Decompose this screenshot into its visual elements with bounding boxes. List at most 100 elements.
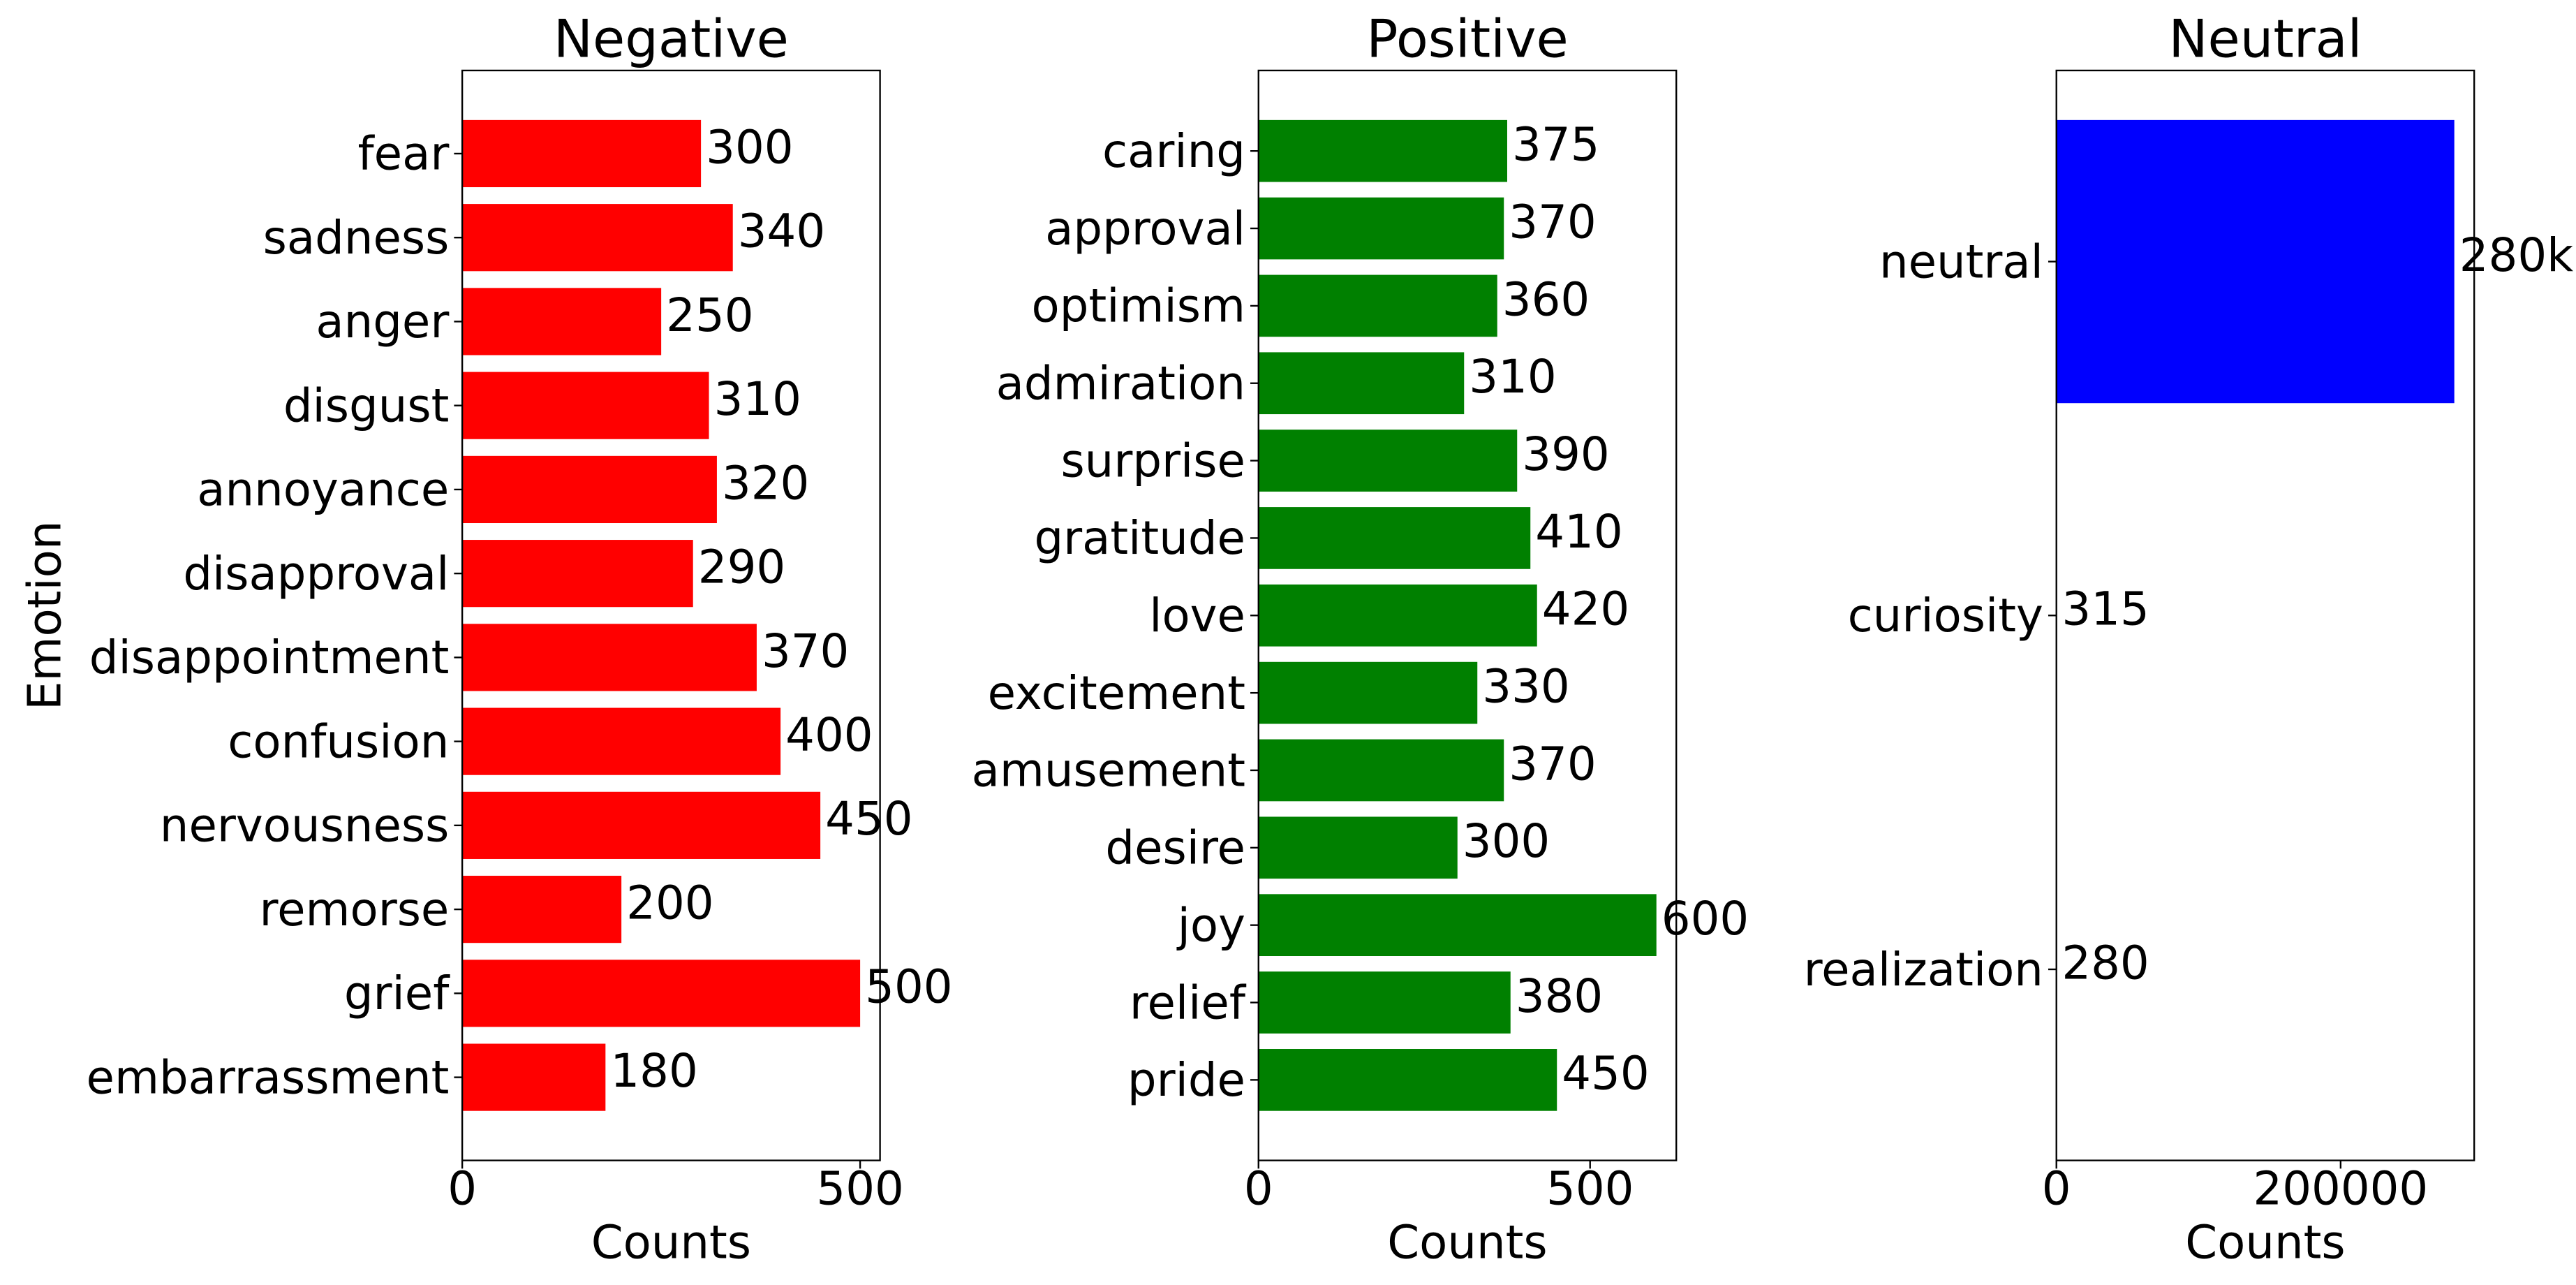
x-tick-label: 200000 xyxy=(2253,1162,2428,1215)
value-label: 450 xyxy=(1562,1048,1649,1101)
y-tick-label: admiration xyxy=(996,357,1245,410)
bar xyxy=(1258,429,1518,492)
value-label: 390 xyxy=(1522,428,1609,481)
value-label: 310 xyxy=(714,373,801,426)
y-tick-label: love xyxy=(1149,589,1245,642)
x-axis-label: Counts xyxy=(2185,1217,2345,1270)
bar xyxy=(462,791,821,859)
axes-frame xyxy=(2055,69,2475,1161)
bar xyxy=(462,455,717,524)
bar xyxy=(1258,119,1507,182)
value-label: 200 xyxy=(626,876,713,930)
bar xyxy=(1258,1049,1557,1111)
x-tick-label: 0 xyxy=(447,1162,477,1215)
y-tick-label: relief xyxy=(1130,976,1247,1029)
y-tick-label: sadness xyxy=(263,212,450,265)
x-tick-label: 0 xyxy=(2042,1162,2071,1215)
y-tick-label: embarrassment xyxy=(87,1051,450,1104)
y-tick-label: amusement xyxy=(972,744,1245,798)
bar xyxy=(2056,119,2455,404)
y-tick-label: confusion xyxy=(228,715,449,768)
y-tick-label: grief xyxy=(344,967,450,1020)
value-label: 280k xyxy=(2459,229,2573,282)
bar xyxy=(462,372,709,439)
bar xyxy=(462,288,662,355)
y-tick-label: disapproval xyxy=(183,548,449,601)
value-label: 370 xyxy=(1509,737,1596,791)
y-tick-label: surprise xyxy=(1060,434,1245,487)
bar xyxy=(1258,274,1497,337)
value-label: 300 xyxy=(1463,815,1550,868)
bar xyxy=(1258,352,1465,415)
bar xyxy=(1258,197,1504,260)
y-tick-label: gratitude xyxy=(1034,512,1245,565)
y-tick-label: remorse xyxy=(260,883,450,937)
y-tick-label: caring xyxy=(1102,125,1245,178)
value-label: 180 xyxy=(610,1045,697,1098)
x-axis-label: Counts xyxy=(1387,1217,1547,1270)
y-tick-label: anger xyxy=(316,295,450,348)
x-tick-label: 500 xyxy=(816,1162,903,1215)
bar xyxy=(462,960,861,1027)
y-tick-label: pride xyxy=(1127,1054,1245,1107)
y-tick-label: disappointment xyxy=(89,631,450,684)
value-label: 330 xyxy=(1482,660,1569,713)
value-label: 290 xyxy=(698,541,785,594)
bar xyxy=(1258,584,1537,647)
bar xyxy=(1258,739,1504,802)
y-tick-label: joy xyxy=(1176,899,1245,952)
x-tick-label: 500 xyxy=(1546,1162,1634,1215)
bar xyxy=(1258,507,1531,569)
value-label: 315 xyxy=(2061,583,2149,636)
value-label: 380 xyxy=(1516,970,1603,1023)
value-label: 320 xyxy=(722,457,809,510)
bar xyxy=(1258,661,1478,724)
y-axis-label: Emotion xyxy=(18,520,71,710)
axes-frame xyxy=(1257,69,1678,1161)
bar xyxy=(462,624,757,691)
value-label: 280 xyxy=(2061,937,2149,990)
bar xyxy=(1258,816,1458,879)
bar xyxy=(462,540,693,608)
bar xyxy=(462,204,733,272)
y-tick-label: excitement xyxy=(988,667,1245,720)
value-label: 600 xyxy=(1661,893,1749,946)
y-tick-label: nervousness xyxy=(160,800,450,853)
y-tick-label: neutral xyxy=(1879,235,2043,288)
value-label: 400 xyxy=(785,709,873,762)
x-tick-label: 0 xyxy=(1244,1162,1273,1215)
y-tick-label: fear xyxy=(358,128,450,181)
value-label: 500 xyxy=(865,961,952,1014)
y-tick-label: optimism xyxy=(1032,280,1245,333)
axes-frame xyxy=(461,69,881,1161)
y-tick-label: disgust xyxy=(283,379,450,432)
value-label: 340 xyxy=(738,205,825,258)
value-label: 375 xyxy=(1512,119,1599,172)
y-tick-label: approval xyxy=(1045,203,1245,256)
y-tick-label: annoyance xyxy=(197,464,449,517)
value-label: 420 xyxy=(1542,583,1629,636)
bar xyxy=(1258,971,1511,1034)
bar xyxy=(462,876,622,943)
bar xyxy=(462,1043,606,1111)
y-tick-label: desire xyxy=(1105,822,1245,875)
value-label: 250 xyxy=(666,289,753,342)
panel-title: Positive xyxy=(1366,8,1569,70)
y-tick-label: curiosity xyxy=(1848,589,2043,642)
value-label: 360 xyxy=(1502,273,1590,326)
y-tick-label: realization xyxy=(1804,943,2043,997)
bar xyxy=(462,707,781,775)
value-label: 370 xyxy=(762,625,849,678)
value-label: 300 xyxy=(706,121,793,174)
value-label: 450 xyxy=(825,793,912,846)
bar xyxy=(1258,894,1657,956)
x-axis-label: Counts xyxy=(591,1217,751,1270)
panel-title: Neutral xyxy=(2168,8,2362,70)
panel-title: Negative xyxy=(554,8,789,70)
value-label: 310 xyxy=(1469,351,1556,404)
value-label: 410 xyxy=(1535,506,1622,559)
bar xyxy=(462,119,702,188)
value-label: 370 xyxy=(1509,196,1596,249)
